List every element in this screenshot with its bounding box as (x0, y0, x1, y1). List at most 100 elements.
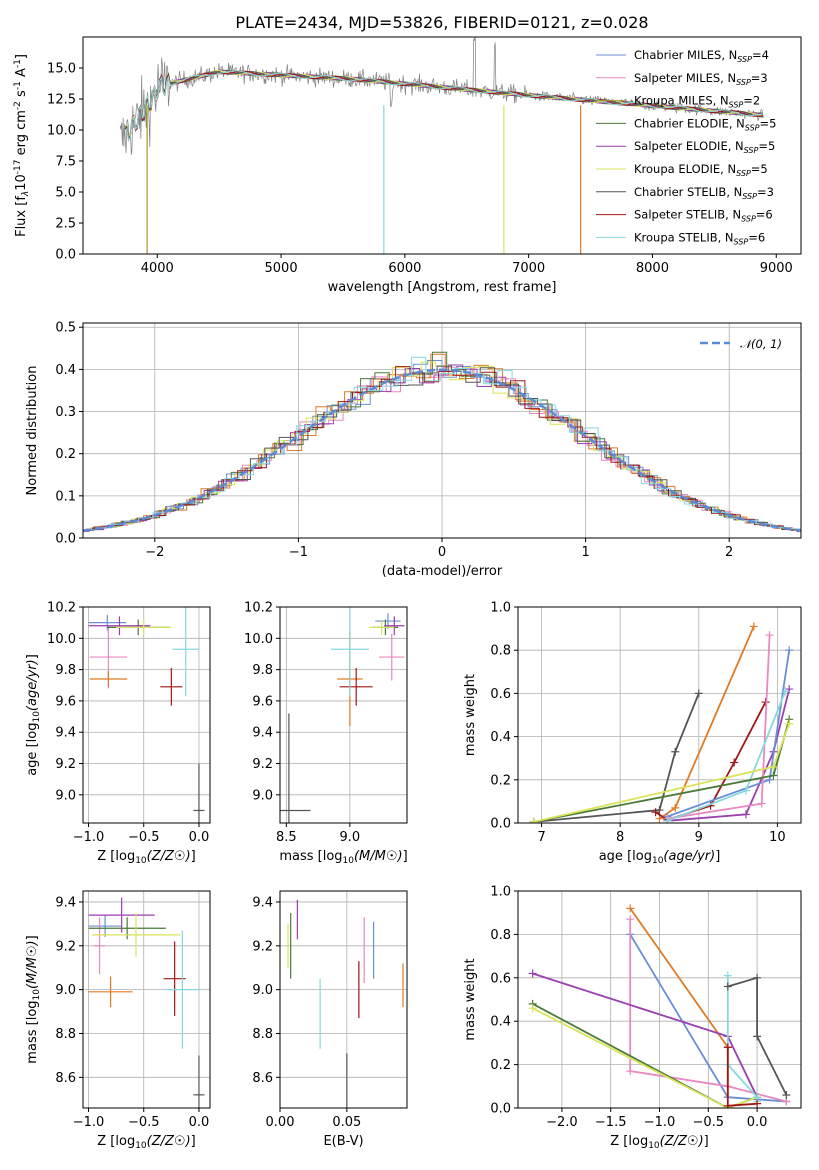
residuals-ytick-label: 0.2 (55, 447, 76, 462)
age_vs_mass-xtick-label: 8.5 (276, 830, 297, 845)
weight_vs_Z-marker-6-0 (723, 971, 732, 980)
mass_vs_Z-ytick-label: 9.2 (55, 939, 76, 954)
weight_vs_Z-marker-7-3 (782, 1090, 791, 1099)
weight_vs_age-series-0 (533, 693, 700, 823)
mass_vs_Z-ylabel: mass [log10(M/M☉)] (25, 935, 42, 1063)
mass_vs_Z-xlabel: Z [log10(Z/Z☉)] (97, 1134, 195, 1151)
weight_vs_age-marker-3-3 (785, 685, 794, 694)
weight_vs_Z-ytick-label: 0.0 (490, 1102, 511, 1117)
weight_vs_age-xlabel: age [log10(age/yr)] (599, 849, 721, 866)
mass_vs_EBV-ytick-label: 9.0 (252, 983, 273, 998)
age_vs_Z-xlabel: Z [log10(Z/Z☉)] (97, 849, 195, 866)
weight_vs_Z-plot-area (528, 904, 791, 1108)
age_vs_Z-ytick-label: 9.4 (55, 726, 76, 741)
age_vs_Z-ytick-label: 9.0 (55, 788, 76, 803)
residuals-xtick-label: −1 (289, 545, 308, 560)
residuals-ytick-label: 0.4 (55, 363, 76, 378)
legend-entry-7: Salpeter STELIB, NSSP=6 (634, 208, 773, 224)
figure-title: PLATE=2434, MJD=53826, FIBERID=0121, z=0… (235, 13, 648, 32)
mass_vs_Z-plot-area (88, 897, 205, 1108)
weight_vs_age-ytick-label: 1.0 (490, 601, 511, 616)
residuals-panel: −2 −1 0 1 2 0.0 0.1 0.2 0.3 0.4 0.5 𝒩(0, 1) (data-mo… (25, 321, 802, 579)
weight_vs_Z-marker-8-2 (753, 1099, 762, 1108)
residuals-ytick-label: 0.3 (55, 405, 76, 420)
weight_vs_Z-series-5 (532, 1007, 758, 1108)
weight_vs_age-marker-1-0 (655, 814, 664, 823)
gaussian-legend-label: 𝒩(0, 1) (740, 337, 782, 351)
mass_vs_EBV-ytick-label: 8.6 (252, 1071, 273, 1086)
mass_vs_EBV-ytick-label: 8.8 (252, 1027, 273, 1042)
age_vs_Z-ylabel: age [log10(age/yr)] (25, 654, 42, 776)
legend-entry-1: Salpeter MILES, NSSP=3 (634, 71, 768, 87)
mass_vs_Z-ytick-label: 9.4 (55, 895, 76, 910)
mass_vs_Z-ytick-label: 8.8 (55, 1027, 76, 1042)
weight_vs_age-series-6 (667, 690, 787, 822)
weight_vs_age-series-8 (533, 723, 791, 823)
spectrum-ytick-label: 7.5 (55, 155, 76, 170)
weight_vs_age-marker-6-2 (781, 687, 790, 696)
weight_vs_age-panel: 7 8 9 10 0.0 0.2 0.4 0.6 0.8 1.0 age [log10(age/yr… (463, 601, 802, 866)
spectrum-panel: 4000 5000 6000 7000 8000 9000 0.0 2.5 5.0 7.5 10.0… (13, 36, 802, 295)
age_vs_mass-ytick-label: 9.0 (252, 788, 273, 803)
legend-entry-4: Salpeter ELODIE, NSSP=5 (634, 139, 775, 155)
spectrum-xtick-label: 6000 (388, 261, 421, 276)
weight_vs_Z-xtick-label: 0.0 (747, 1115, 768, 1130)
age_vs_mass-xtick-label: 9.0 (340, 830, 361, 845)
legend-entry-5: Kroupa ELODIE, NSSP=5 (634, 162, 768, 178)
mass_vs_Z-xtick-label: 0.0 (189, 1115, 210, 1130)
mass_vs_EBV-ytick-label: 9.2 (252, 939, 273, 954)
spectrum-xtick-label: 4000 (141, 261, 174, 276)
mass_vs_EBV-panel: 0.00 0.05 8.6 8.8 9.0 9.2 9.4 E(B-V) (252, 890, 408, 1149)
age_vs_Z-xtick-label: −0.5 (128, 830, 160, 845)
weight_vs_Z-panel: −2.0 −1.5 −1.0 −0.5 0.0 0.0 0.2 0.4 0.6 0.8 1.0 Z [… (463, 885, 802, 1151)
spectrum-ytick-label: 10.0 (47, 124, 76, 139)
weight_vs_age-marker-4-2 (785, 646, 794, 655)
age_vs_mass-ytick-label: 9.4 (252, 726, 273, 741)
age_vs_Z-panel: −1.0 −0.5 0.0 9.0 9.2 9.4 9.6 9.8 10.0 10.2 Z [log… (25, 601, 211, 866)
weight_vs_Z-xtick-label: −1.5 (595, 1115, 627, 1130)
legend-entry-8: Kroupa STELIB, NSSP=6 (634, 230, 765, 246)
weight_vs_age-xtick-label: 9 (695, 830, 703, 845)
weight_vs_age-marker-5-2 (765, 631, 774, 640)
legend-entry-2: Kroupa MILES, NSSP=2 (634, 94, 760, 110)
mass_vs_Z-ytick-label: 9.0 (55, 983, 76, 998)
age_vs_mass-ytick-label: 10.0 (244, 632, 273, 647)
weight_vs_Z-series-7 (727, 976, 788, 1096)
age_vs_Z-xtick-label: −1.0 (73, 830, 105, 845)
weight_vs_Z-marker-7-2 (753, 1032, 762, 1041)
histogram-series-5 (83, 361, 801, 531)
weight_vs_age-series-3 (667, 688, 791, 822)
legend-entry-3: Chabrier ELODIE, NSSP=5 (634, 116, 776, 132)
weight_vs_age-marker-0-3 (694, 689, 703, 698)
weight_vs_age-ytick-label: 0.6 (490, 687, 511, 702)
weight_vs_age-series-7 (533, 719, 791, 823)
weight_vs_Z-xtick-label: −0.5 (693, 1115, 725, 1130)
residuals-ylabel: Normed distribution (25, 366, 40, 496)
weight_vs_age-marker-8-1 (769, 762, 778, 771)
weight_vs_Z-xtick-label: −2.0 (546, 1115, 578, 1130)
residuals-xtick-label: −2 (145, 545, 164, 560)
weight_vs_Z-frame (517, 890, 802, 1109)
legend-entry-0: Chabrier MILES, NSSP=4 (634, 48, 769, 64)
age_vs_Z-ytick-label: 9.6 (55, 694, 76, 709)
age_vs_mass-ytick-label: 9.6 (252, 694, 273, 709)
weight_vs_Z-marker-8-0 (723, 1043, 732, 1052)
mass_vs_Z-frame (82, 890, 211, 1109)
residuals-plot-area (83, 351, 801, 533)
weight_vs_Z-marker-2-1 (626, 1067, 635, 1076)
weight_vs_age-xtick-label: 7 (537, 830, 545, 845)
spectrum-model-line-7 (124, 70, 763, 142)
residuals-xtick-label: 0 (438, 545, 446, 560)
age_vs_mass-xlabel: mass [log10(M/M☉)] (279, 849, 407, 866)
age_vs_Z-plot-area (88, 607, 205, 823)
gaussian-curve (83, 368, 801, 532)
spectrum-ytick-label: 15.0 (47, 62, 76, 77)
weight_vs_Z-marker-2-0 (626, 915, 635, 924)
weight_vs_age-marker-6-0 (663, 816, 672, 823)
mass_vs_Z-ytick-label: 8.6 (55, 1071, 76, 1086)
residuals-ytick-label: 0.0 (55, 532, 76, 547)
weight_vs_Z-ytick-label: 0.2 (490, 1058, 511, 1073)
spectrum-ytick-label: 5.0 (55, 186, 76, 201)
weight_vs_age-marker-1-1 (671, 803, 680, 812)
weight_vs_Z-ytick-label: 0.8 (490, 928, 511, 943)
